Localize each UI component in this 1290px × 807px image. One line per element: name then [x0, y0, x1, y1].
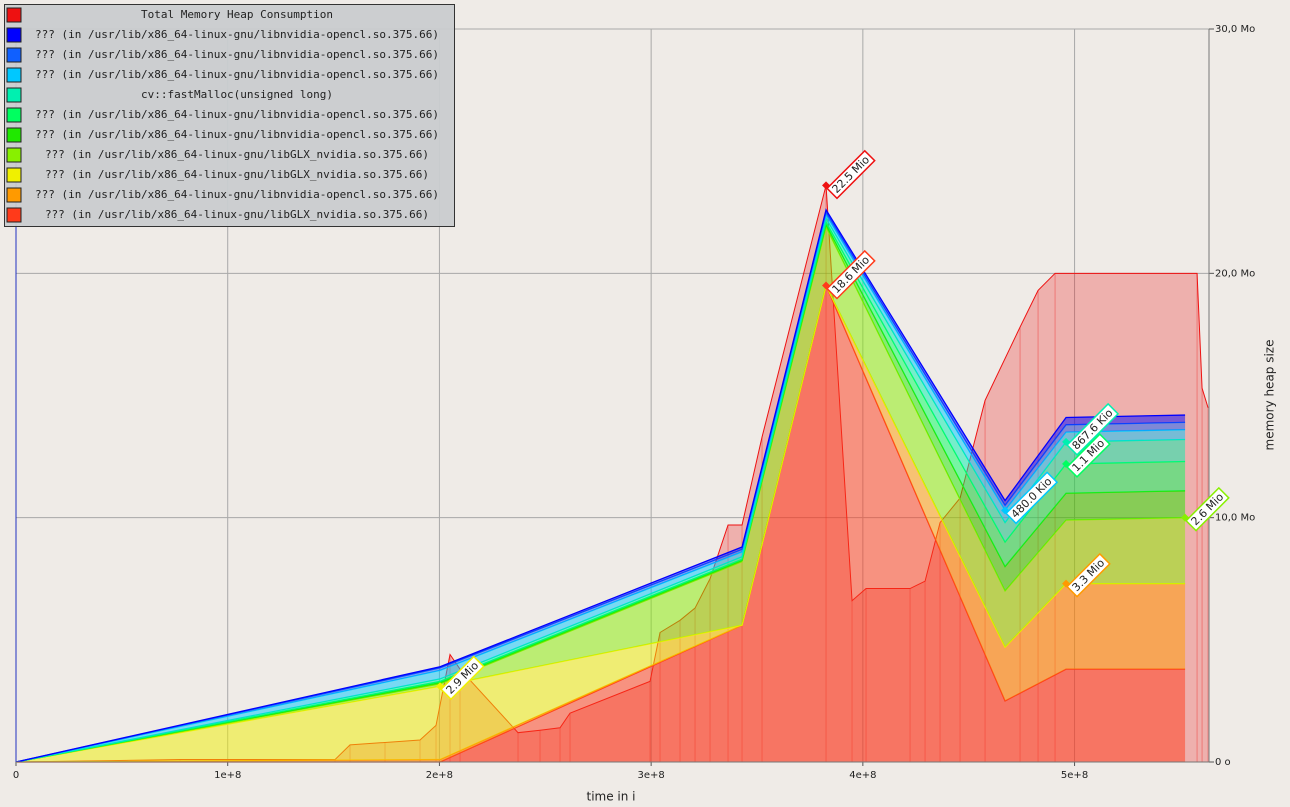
legend-swatch: [6, 7, 22, 23]
x-tick-label: 0: [13, 770, 19, 781]
value-label-box: [826, 249, 876, 300]
value-label-text: 22.5 Mio: [830, 153, 873, 196]
legend-label: ??? (in /usr/lib/x86_64-linux-gnu/libGLX…: [45, 168, 429, 181]
legend-label: ??? (in /usr/lib/x86_64-linux-gnu/libnvi…: [35, 128, 439, 141]
legend-swatch: [6, 207, 22, 223]
x-axis-title: time in i: [586, 790, 635, 804]
y-axis-title: memory heap size: [1263, 340, 1277, 451]
value-label-box: [1066, 552, 1111, 598]
legend-swatch: [6, 167, 22, 183]
legend-label: ??? (in /usr/lib/x86_64-linux-gnu/libGLX…: [45, 148, 429, 161]
y-tick-label: 20,0 Mo: [1215, 268, 1255, 279]
legend-swatch: [6, 107, 22, 123]
legend-label: ??? (in /usr/lib/x86_64-linux-gnu/libGLX…: [45, 208, 429, 221]
x-tick-label: 5e+8: [1061, 770, 1088, 781]
value-label-box: [1005, 471, 1059, 525]
y-tick-label: 10,0 Mo: [1215, 513, 1255, 524]
series-area: [16, 285, 1186, 762]
legend-swatch: [6, 27, 22, 43]
x-tick-label: 2e+8: [426, 770, 453, 781]
series-area: [16, 285, 1186, 762]
value-label-box: [826, 149, 876, 200]
series-line: [15, 208, 1186, 763]
legend-label: cv::fastMalloc(unsigned long): [141, 88, 333, 101]
legend-swatch: [6, 127, 22, 143]
legend-swatch: [6, 147, 22, 163]
value-label-box: [440, 655, 485, 701]
legend-label: ??? (in /usr/lib/x86_64-linux-gnu/libnvi…: [35, 28, 439, 41]
series-area: [16, 224, 1186, 762]
legend-label: Total Memory Heap Consumption: [141, 8, 333, 21]
value-label-box: [1066, 402, 1120, 456]
value-label-box: [1066, 433, 1111, 478]
legend-label: ??? (in /usr/lib/x86_64-linux-gnu/libnvi…: [35, 48, 439, 61]
x-tick-label: 1e+8: [214, 770, 241, 781]
legend-swatch: [6, 47, 22, 63]
legend-label: ??? (in /usr/lib/x86_64-linux-gnu/libnvi…: [35, 188, 439, 201]
legend-swatch: [6, 187, 22, 203]
x-tick-label: 4e+8: [849, 770, 876, 781]
legend-label: ??? (in /usr/lib/x86_64-linux-gnu/libnvi…: [35, 68, 439, 81]
legend-box: [4, 4, 455, 227]
legend-swatch: [6, 87, 22, 103]
series-area: [16, 226, 1186, 762]
value-label-box: [1185, 486, 1230, 532]
legend-swatch: [6, 67, 22, 83]
y-tick-label: 0 o: [1215, 757, 1231, 768]
legend-label: ??? (in /usr/lib/x86_64-linux-gnu/libnvi…: [35, 108, 439, 121]
value-label: 22.5 Mio: [826, 149, 876, 200]
y-tick-label: 30,0 Mo: [1215, 24, 1255, 35]
x-tick-label: 3e+8: [638, 770, 665, 781]
